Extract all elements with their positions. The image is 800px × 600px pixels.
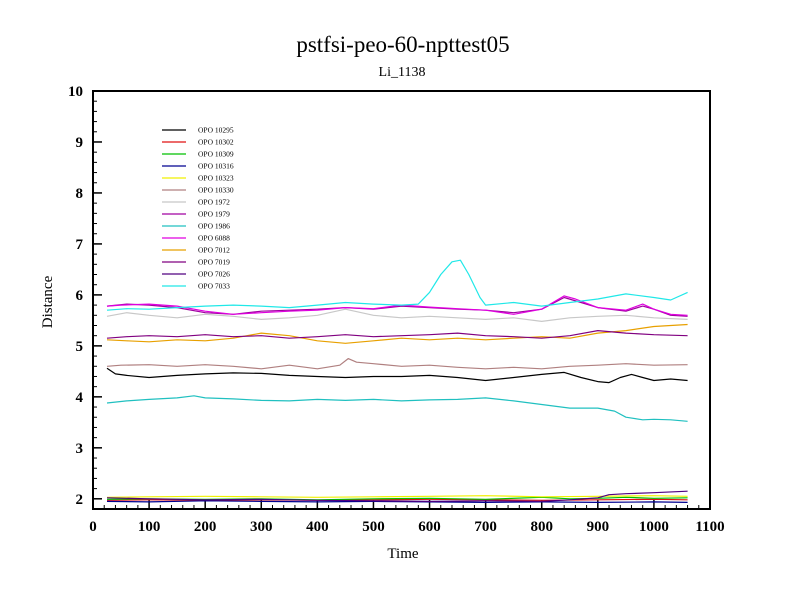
x-tick-label: 300 (250, 519, 273, 535)
series-line-4 (106, 495, 688, 498)
legend-label: OPO 1979 (198, 210, 230, 219)
series-line-11 (106, 330, 688, 339)
legend-label: OPO 1986 (198, 222, 230, 231)
y-tick-label: 8 (76, 186, 84, 202)
y-tick-label: 9 (76, 135, 84, 151)
x-tick-label: 600 (418, 519, 441, 535)
x-tick-label: 200 (194, 519, 217, 535)
series-line-6 (106, 308, 688, 322)
series-line-8 (106, 395, 688, 422)
plot-frame (92, 90, 711, 510)
y-tick-label: 7 (76, 237, 84, 253)
x-tick-label: 100 (138, 519, 161, 535)
legend-label: OPO 7033 (198, 282, 230, 291)
y-tick-label: 5 (76, 339, 84, 355)
x-tick-label: 400 (306, 519, 329, 535)
y-tick-label: 10 (68, 84, 83, 100)
y-tick-label: 2 (76, 492, 84, 508)
legend-label: OPO 10316 (198, 162, 234, 171)
legend: OPO 10295 OPO 10302 OPO 10309 OPO 10316 OPO … (162, 126, 234, 291)
x-tick-label: 700 (474, 519, 497, 535)
x-tick-label: 0 (89, 519, 97, 535)
x-tick-label: 1100 (695, 519, 724, 535)
legend-label: OPO 7019 (198, 258, 230, 267)
y-axis-label: Distance (40, 275, 56, 328)
legend-label: OPO 7012 (198, 246, 230, 255)
series-line-9 (106, 295, 688, 316)
legend-label: OPO 10323 (198, 174, 234, 183)
series-line-0 (106, 367, 688, 384)
x-tick-label: 1000 (639, 519, 669, 535)
series-line-5 (106, 358, 688, 370)
series-line-10 (106, 323, 688, 344)
series-group (106, 259, 688, 503)
axis-ticks: 0 100 200 300 400 500 600 700 800 900 1000 1100 2 3 4 5… (68, 84, 725, 535)
series-line-13 (106, 259, 688, 311)
chart-subtitle: Li_1138 (379, 65, 426, 80)
x-tick-label: 800 (530, 519, 553, 535)
legend-label: OPO 10302 (198, 138, 234, 147)
y-tick-label: 6 (76, 288, 84, 304)
x-tick-label: 500 (362, 519, 385, 535)
series-line-12 (106, 490, 688, 502)
legend-label: OPO 10309 (198, 150, 234, 159)
legend-label: OPO 10295 (198, 126, 234, 135)
legend-label: OPO 7026 (198, 270, 230, 279)
legend-label: OPO 10330 (198, 186, 234, 195)
legend-label: OPO 6088 (198, 234, 230, 243)
x-axis-label: Time (387, 546, 418, 562)
y-tick-label: 4 (76, 390, 84, 406)
y-tick-label: 3 (76, 441, 84, 457)
legend-label: OPO 1972 (198, 198, 230, 207)
chart-title: pstfsi-peo-60-npttest05 (296, 32, 509, 57)
x-tick-label: 900 (587, 519, 610, 535)
